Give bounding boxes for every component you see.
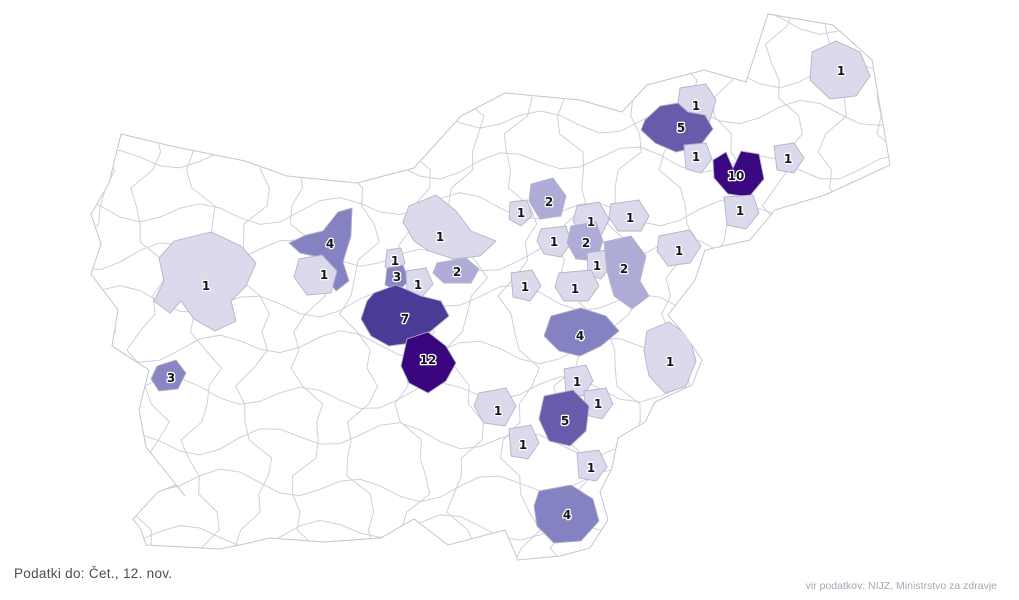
municipality-region[interactable] [533,484,600,544]
municipality-region[interactable] [400,331,457,394]
municipality-region[interactable] [150,359,187,392]
municipality-region[interactable] [809,40,871,100]
municipality-region[interactable] [510,269,542,302]
municipality-region[interactable] [508,424,540,460]
municipality-region[interactable] [554,269,600,302]
municipality-region[interactable] [656,229,702,267]
municipality-region[interactable] [683,142,713,174]
municipality-region[interactable] [473,387,517,427]
municipality-region[interactable] [528,177,567,220]
municipality-region[interactable] [773,142,805,174]
municipality-region[interactable] [723,194,760,230]
municipality-region[interactable] [643,321,697,394]
municipality-region[interactable] [402,194,497,260]
data-source-note: vir podatkov: NIJZ, Ministrstvo za zdrav… [805,580,997,592]
municipality-region[interactable] [153,231,257,332]
highlighted-regions [150,40,871,544]
municipality-region[interactable] [576,449,608,482]
municipality-region[interactable] [640,102,714,153]
municipality-region[interactable] [712,150,765,198]
municipality-region[interactable] [543,307,620,357]
municipality-region[interactable] [293,254,338,296]
municipality-region[interactable] [384,264,410,292]
municipality-region[interactable] [508,199,533,227]
municipality-region[interactable] [608,199,650,232]
data-date-note: Podatki do: Čet., 12. nov. [14,566,173,581]
municipality-region[interactable] [603,235,650,310]
municipality-region[interactable] [432,257,480,284]
municipality-region[interactable] [538,389,590,447]
municipality-region[interactable] [563,364,594,397]
municipality-region[interactable] [536,225,572,258]
